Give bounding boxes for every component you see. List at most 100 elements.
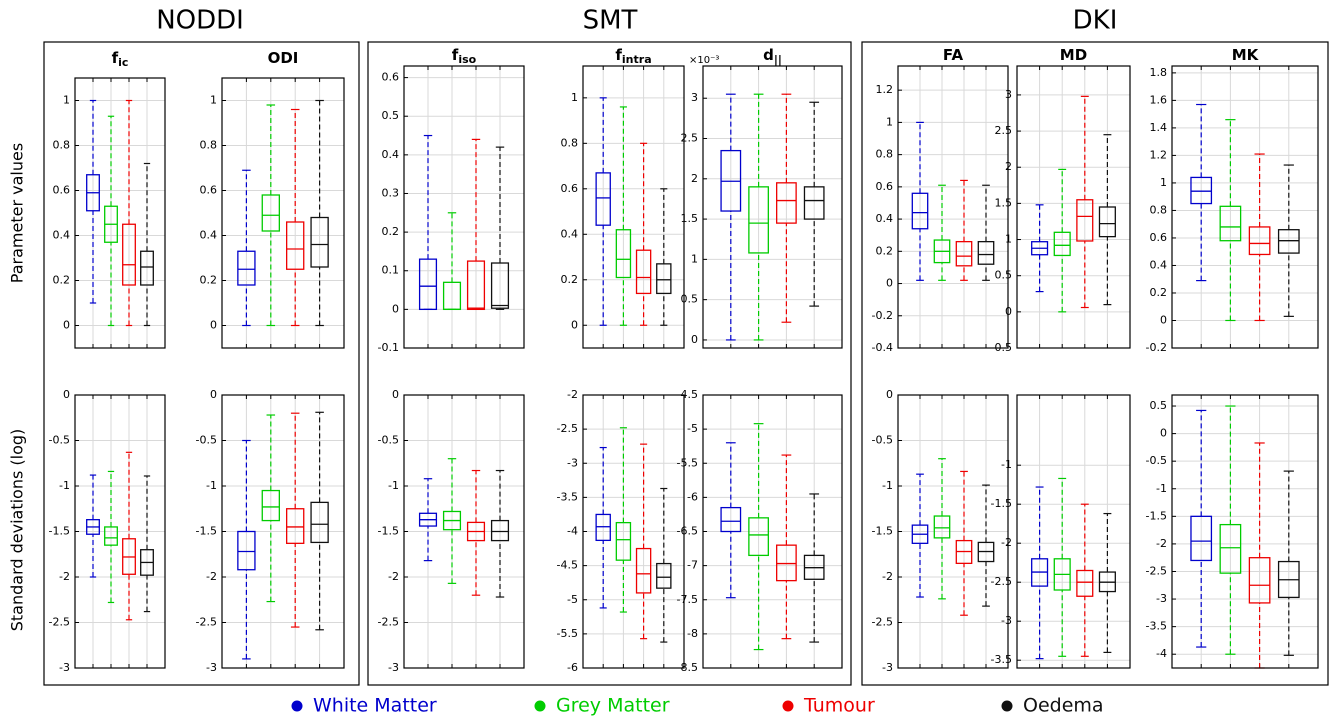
y-tick-label: 0.5 — [382, 109, 400, 122]
y-tick-label: -6 — [567, 661, 578, 674]
title-main: MD — [1060, 46, 1087, 64]
y-tick-label: -2.5 — [991, 575, 1012, 588]
box — [1248, 226, 1271, 256]
panel-title: FA — [943, 46, 964, 64]
y-tick-label: 0 — [1160, 313, 1167, 326]
y-tick-label: -3 — [567, 456, 578, 469]
y-tick-label: 0.8 — [200, 139, 218, 152]
y-tick-label: 0 — [691, 333, 698, 346]
plot-frame — [1016, 65, 1131, 349]
y-tick-label: 2 — [1005, 160, 1012, 173]
title-main: ODI — [268, 49, 299, 67]
y-tick-label: 0.2 — [53, 274, 71, 287]
panel-title: d|| — [763, 46, 782, 67]
y-tick-label: -0.5 — [378, 434, 399, 447]
plot-area — [404, 66, 524, 348]
y-tick-label: -1 — [388, 479, 399, 492]
title-subscript: || — [774, 53, 782, 66]
y-tick-label: 0.6 — [382, 71, 400, 84]
box — [595, 172, 611, 226]
box — [595, 513, 611, 542]
box — [635, 249, 652, 295]
y-tick-label: 1.5 — [681, 212, 699, 225]
box — [1219, 523, 1242, 574]
box — [911, 192, 929, 230]
y-tick-label: 0.6 — [561, 182, 579, 195]
y-tick-label: 1.2 — [1150, 148, 1168, 161]
box — [286, 508, 305, 544]
box — [776, 544, 797, 582]
y-tick-label: -1 — [1001, 458, 1012, 471]
plot-frame — [582, 65, 685, 349]
plot-area — [1172, 66, 1318, 348]
plot-area — [703, 66, 842, 348]
y-tick-label: 0.2 — [382, 225, 400, 238]
box — [1190, 176, 1213, 205]
y-tick-label: 1.2 — [876, 83, 894, 96]
y-tick-label: -3 — [206, 661, 217, 674]
panel-title: fiso — [452, 46, 477, 67]
y-tick-label: -5 — [687, 422, 698, 435]
box — [1248, 557, 1271, 604]
group-frame — [367, 41, 852, 686]
group-frame — [43, 41, 360, 686]
box — [1053, 231, 1071, 257]
y-scale-label: ×10⁻³ — [689, 55, 719, 66]
y-tick-label: -5.5 — [557, 627, 578, 640]
y-tick-label: -1 — [59, 479, 70, 492]
panel-title: MK — [1232, 46, 1260, 64]
y-tick-label: 0.8 — [1150, 203, 1168, 216]
y-tick-label: -3.5 — [1146, 620, 1167, 633]
plot-area — [898, 66, 1008, 348]
y-tick-label: 2.5 — [681, 132, 699, 145]
y-tick-label: -3.5 — [991, 653, 1012, 666]
y-tick-label: 0.1 — [382, 264, 400, 277]
box — [656, 562, 672, 589]
plot-frame — [702, 394, 843, 669]
y-tick-label: 0 — [886, 388, 893, 401]
box — [615, 229, 632, 279]
y-tick-label: -0.5 — [196, 434, 217, 447]
y-tick-label: -1 — [1156, 482, 1167, 495]
plot-area — [222, 78, 344, 348]
y-tick-label: -1.5 — [196, 525, 217, 538]
plot-frame — [403, 394, 525, 669]
y-tick-label: -4.5 — [677, 388, 698, 401]
y-tick-label: 3 — [1005, 88, 1012, 101]
plot-area — [583, 66, 684, 348]
y-tick-label: 0.8 — [561, 136, 579, 149]
y-tick-label: -2 — [388, 570, 399, 583]
plot-frame — [403, 65, 525, 349]
y-tick-label: -2 — [1001, 536, 1012, 549]
box — [261, 489, 280, 522]
panel-title: fic — [112, 49, 129, 70]
box — [122, 223, 136, 286]
box — [140, 250, 154, 286]
y-tick-label: 0 — [63, 388, 70, 401]
y-tick-label: 0.6 — [200, 184, 218, 197]
y-tick-label: 3 — [691, 91, 698, 104]
y-tick-label: -0.4 — [872, 341, 893, 354]
box — [955, 240, 973, 267]
y-tick-label: 0.4 — [53, 229, 71, 242]
y-tick-label: -7 — [687, 559, 698, 572]
y-tick-label: 0 — [1160, 427, 1167, 440]
y-tick-label: -0.1 — [378, 341, 399, 354]
y-tick-label: 1 — [210, 94, 217, 107]
box — [490, 262, 510, 309]
title-main: f — [112, 49, 119, 67]
legend-marker — [1001, 700, 1013, 712]
y-tick-label: -5.5 — [677, 456, 698, 469]
title-main: MK — [1232, 46, 1260, 64]
box — [1076, 199, 1094, 242]
y-tick-label: -2.5 — [378, 616, 399, 629]
y-tick-label: 0.2 — [561, 273, 579, 286]
y-tick-label: 0.4 — [200, 229, 218, 242]
box — [237, 250, 256, 286]
y-tick-label: 2.5 — [995, 124, 1013, 137]
y-tick-label: 0.6 — [876, 180, 894, 193]
legend-label: Grey Matter — [556, 695, 670, 717]
y-tick-label: 1.4 — [1150, 121, 1168, 134]
y-tick-label: -8.5 — [677, 661, 698, 674]
